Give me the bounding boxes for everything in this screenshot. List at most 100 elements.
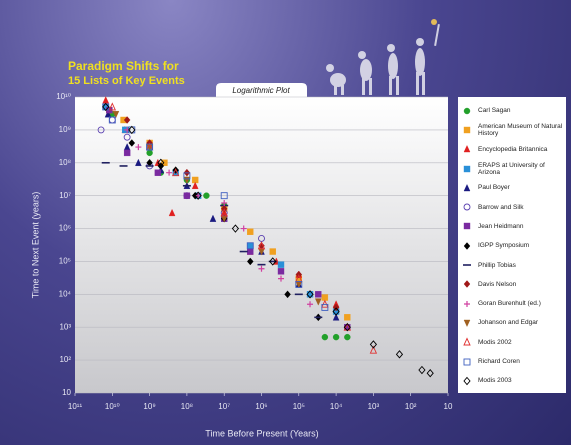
legend-symbol: [463, 203, 471, 211]
legend-entry: Richard Coren: [462, 352, 564, 371]
legend-marker: [463, 319, 471, 327]
point: [231, 224, 240, 233]
point: [112, 110, 120, 119]
legend-entry: Goran Burenhult (ed.): [462, 294, 564, 313]
legend-entry: American Museum of Natural History: [462, 120, 564, 139]
x-tick-label: 10⁵: [293, 402, 305, 411]
legend-marker: [463, 107, 471, 114]
point: [247, 248, 254, 255]
legend-label: Paul Boyer: [478, 184, 510, 192]
point: [395, 350, 404, 359]
y-tick-label: 10¹⁰: [56, 92, 71, 101]
point: [128, 125, 136, 135]
point: [257, 241, 266, 250]
point: [220, 208, 228, 217]
y-tick-label: 10³: [59, 322, 71, 331]
point: [123, 149, 131, 157]
legend-entry: Modis 2002: [462, 333, 564, 352]
legend-label: Davis Nelson: [478, 280, 517, 288]
legend-label: Goran Burenhult (ed.): [478, 300, 541, 308]
point: [154, 169, 162, 176]
point: [426, 369, 434, 378]
y-tick-label: 10⁴: [59, 289, 72, 298]
legend: Carl Sagan American Museum of Natural His…: [458, 97, 566, 393]
point: [146, 143, 154, 151]
x-tick-label: 10⁸: [181, 402, 193, 411]
point: [161, 159, 168, 166]
point: [221, 199, 228, 206]
point: [240, 225, 247, 232]
point: [321, 303, 329, 311]
x-tick-label: 10⁶: [255, 402, 267, 411]
point: [191, 181, 199, 189]
x-axis-label: Time Before Present (Years): [205, 428, 318, 438]
annotation-tab: [216, 83, 307, 97]
legend-label: Carl Sagan: [478, 107, 511, 115]
legend-symbol: [463, 319, 471, 327]
legend-symbol: [463, 107, 471, 114]
y-tick-label: 10⁶: [59, 224, 71, 233]
annotation: Logarithmic Plot: [232, 86, 290, 95]
legend-symbol: [464, 300, 470, 307]
legend-symbol: [463, 223, 471, 230]
legend-label: Johanson and Edgar: [478, 319, 538, 327]
legend-marker: [464, 300, 470, 307]
legend-entry: Barrow and Silk: [462, 197, 564, 216]
legend-label: Richard Coren: [478, 358, 520, 365]
legend-entry: Carl Sagan: [462, 101, 564, 120]
point: [209, 214, 217, 222]
point: [166, 169, 173, 176]
x-tick-label: 10⁴: [330, 402, 343, 411]
y-tick-label: 10⁸: [59, 158, 71, 167]
legend-label: Modis 2002: [478, 338, 512, 346]
point: [183, 172, 191, 180]
point: [369, 340, 377, 349]
point: [315, 291, 322, 298]
point: [332, 313, 340, 321]
legend-entry: Paul Boyer: [462, 178, 564, 197]
point: [369, 345, 378, 354]
legend-symbol: [463, 145, 471, 153]
legend-label: Barrow and Silk: [478, 203, 524, 211]
legend-symbol: [463, 376, 471, 385]
point: [123, 133, 131, 141]
point: [295, 280, 303, 288]
point: [277, 261, 285, 268]
x-tick-label: 10²: [405, 402, 417, 411]
point: [321, 294, 329, 301]
legend-entry: Encyclopedia Britannica: [462, 140, 564, 159]
legend-label: American Museum of Natural History: [478, 122, 563, 137]
point: [343, 323, 351, 332]
point: [135, 158, 142, 166]
legend-marker: [463, 203, 471, 211]
legend-entry: IGPP Symposium: [462, 236, 564, 255]
y-tick-label: 10⁹: [59, 125, 71, 134]
point: [168, 208, 176, 217]
point: [277, 268, 285, 275]
point: [269, 248, 276, 255]
point: [108, 116, 116, 124]
x-tick-label: 10¹⁰: [105, 402, 120, 411]
point: [171, 168, 180, 177]
legend-label: Phillip Tobias: [478, 261, 516, 269]
point: [306, 290, 314, 299]
legend-marker: [463, 376, 471, 385]
legend-entry: Davis Nelson: [462, 275, 564, 294]
legend-entry: Johanson and Edgar: [462, 313, 564, 332]
point: [135, 144, 142, 151]
legend-symbol: [463, 241, 471, 250]
x-tick-label: 10³: [368, 402, 380, 411]
point: [332, 307, 340, 316]
legend-label: Modis 2003: [478, 377, 512, 385]
point: [247, 257, 254, 266]
x-tick-label: 10⁷: [218, 402, 230, 411]
point: [314, 298, 322, 306]
x-tick-label: 10¹¹: [68, 402, 83, 411]
legend-marker: [463, 337, 471, 346]
legend-entry: Jean Heidmann: [462, 217, 564, 236]
legend-symbol: [463, 183, 471, 192]
point: [418, 365, 426, 375]
evolution-silhouettes: [326, 19, 440, 95]
